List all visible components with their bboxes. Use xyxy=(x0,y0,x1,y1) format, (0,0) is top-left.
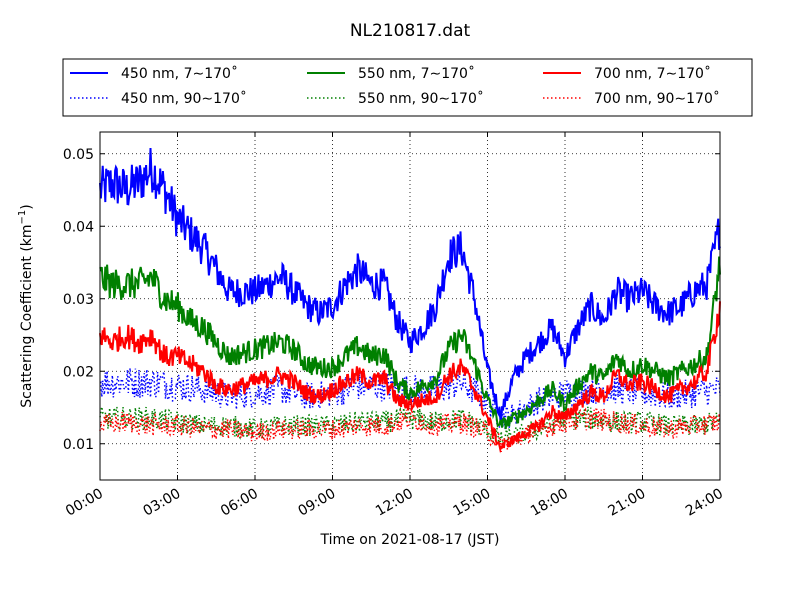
series-line-6 xyxy=(99,407,721,452)
x-tick-label: 00:00 xyxy=(63,486,106,520)
y-tick-label: 0.05 xyxy=(63,147,94,163)
y-tick-label: 0.04 xyxy=(63,219,94,235)
y-tick-label: 0.01 xyxy=(63,437,94,453)
plot-area: 00:00 03:00 06:00 09:00 12:00 15:00 18:00 21:00… xyxy=(63,131,726,520)
x-tick-label: 09:00 xyxy=(296,486,339,520)
x-tick-label: 18:00 xyxy=(528,486,571,520)
x-tick-label: 24:00 xyxy=(683,486,726,520)
series-line-1 xyxy=(99,147,721,422)
legend: 450 nm, 7∼170˚ 450 nm, 90∼170˚ 550 nm, 7∼1… xyxy=(62,58,753,117)
legend-box xyxy=(62,58,753,117)
legend-label: 700 nm, 7∼170˚ xyxy=(594,65,711,82)
legend-label: 450 nm, 90∼170˚ xyxy=(121,90,247,107)
chart-title: NL210817.dat xyxy=(350,21,471,41)
legend-label: 550 nm, 90∼170˚ xyxy=(358,90,484,107)
legend-label: 550 nm, 7∼170˚ xyxy=(358,65,475,82)
y-tick-label: 0.02 xyxy=(63,364,94,380)
x-tick-label: 06:00 xyxy=(218,486,261,520)
x-tick-label: 03:00 xyxy=(141,486,184,520)
x-axis-label: Time on 2021-08-17 (JST) xyxy=(320,532,500,548)
y-tick-label: 0.03 xyxy=(63,292,94,308)
x-tick-label: 21:00 xyxy=(606,486,649,520)
y-axis-label: Scattering Coefficient (km−1) xyxy=(17,204,35,408)
legend-label: 700 nm, 90∼170˚ xyxy=(594,90,720,107)
series-line-5 xyxy=(99,301,721,454)
series-line-3 xyxy=(99,256,721,430)
x-tick-label: 15:00 xyxy=(451,486,494,520)
legend-label: 450 nm, 7∼170˚ xyxy=(121,65,238,82)
x-tick-label: 12:00 xyxy=(373,486,416,520)
